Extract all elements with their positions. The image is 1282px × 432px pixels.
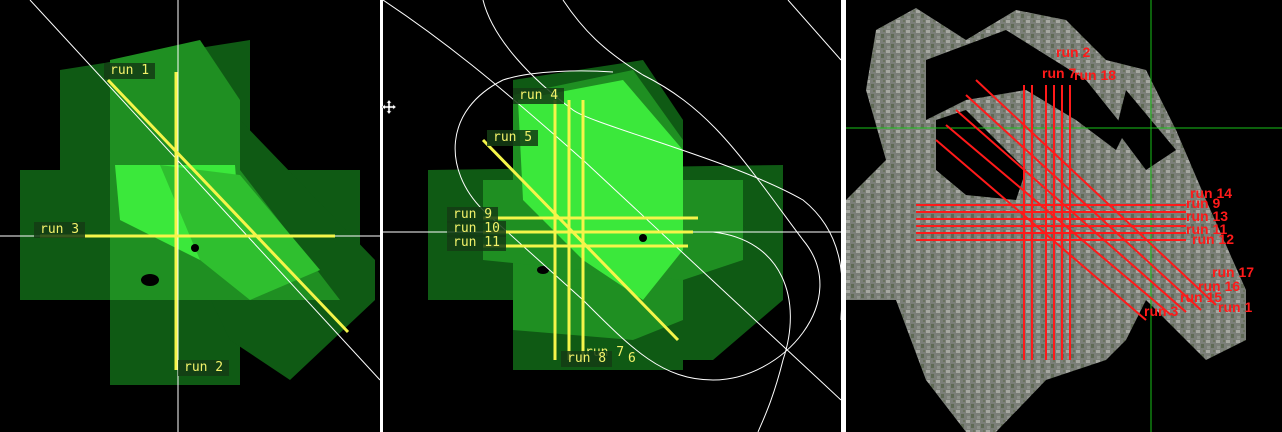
run-label: run 1 — [104, 63, 156, 79]
run-label: run 18 — [1074, 67, 1117, 83]
coverage-gap — [537, 266, 549, 274]
flight-line — [945, 124, 1172, 316]
run-label: run 13 — [1186, 208, 1229, 224]
run-label: run 7 — [1042, 65, 1077, 81]
run-label: run 8 — [561, 351, 613, 367]
coverage-gap — [141, 274, 159, 286]
guide-line — [454, 0, 821, 381]
run-label: run 2 — [1056, 44, 1091, 60]
imagery-void — [1116, 90, 1176, 170]
coverage-gap — [191, 244, 199, 252]
guide-line — [383, 0, 841, 401]
run-label: run 14 — [1190, 185, 1233, 201]
coverage-panel-1[interactable]: run 1 run 2 run 3 — [0, 0, 380, 432]
run-label: run 1 — [1218, 299, 1253, 315]
flight-line — [965, 94, 1202, 311]
run-label: run 5 — [487, 130, 539, 146]
flight-line — [975, 79, 1217, 306]
run-label: run 17 — [1212, 264, 1255, 280]
move-icon[interactable] — [382, 100, 396, 114]
run-label: run 9 — [1186, 195, 1221, 211]
run-label: 6 — [628, 351, 636, 366]
run-label: run 12 — [1192, 231, 1235, 247]
imagery-footprint — [926, 30, 1126, 150]
run-label: run 2 — [178, 360, 230, 376]
guide-line — [712, 231, 791, 432]
flight-line-run-1 — [106, 78, 350, 334]
coverage-map-2 — [383, 0, 841, 432]
imagery-map — [846, 0, 1282, 432]
flight-line — [955, 109, 1187, 313]
run-label: run 15 — [1180, 289, 1223, 305]
run-label: run 4 — [513, 88, 565, 104]
run-label: run 11 — [447, 235, 506, 251]
coverage-map-1 — [0, 0, 380, 432]
flight-line — [935, 139, 1147, 321]
guide-line — [29, 0, 380, 381]
coverage-panel-2[interactable]: run 4 run 5 run 9 run 10 run 11 run 7 ru… — [383, 0, 841, 432]
run-label: run 3 — [1144, 303, 1179, 319]
run-label: run 10 — [447, 221, 506, 237]
run-label: run 16 — [1198, 278, 1241, 294]
guide-line — [482, 0, 841, 320]
guide-line — [787, 0, 841, 61]
coverage-overlap-bright-2 — [160, 165, 320, 300]
imagery-panel[interactable]: run 2 run 7 run 18 run 14 run 9 run 13 r… — [846, 0, 1282, 432]
run-label: run 3 — [34, 222, 86, 238]
flight-line-run-5 — [481, 138, 680, 342]
run-label: run 9 — [447, 207, 499, 223]
coverage-gap — [639, 234, 647, 242]
run-label: run 11 — [1186, 221, 1228, 237]
